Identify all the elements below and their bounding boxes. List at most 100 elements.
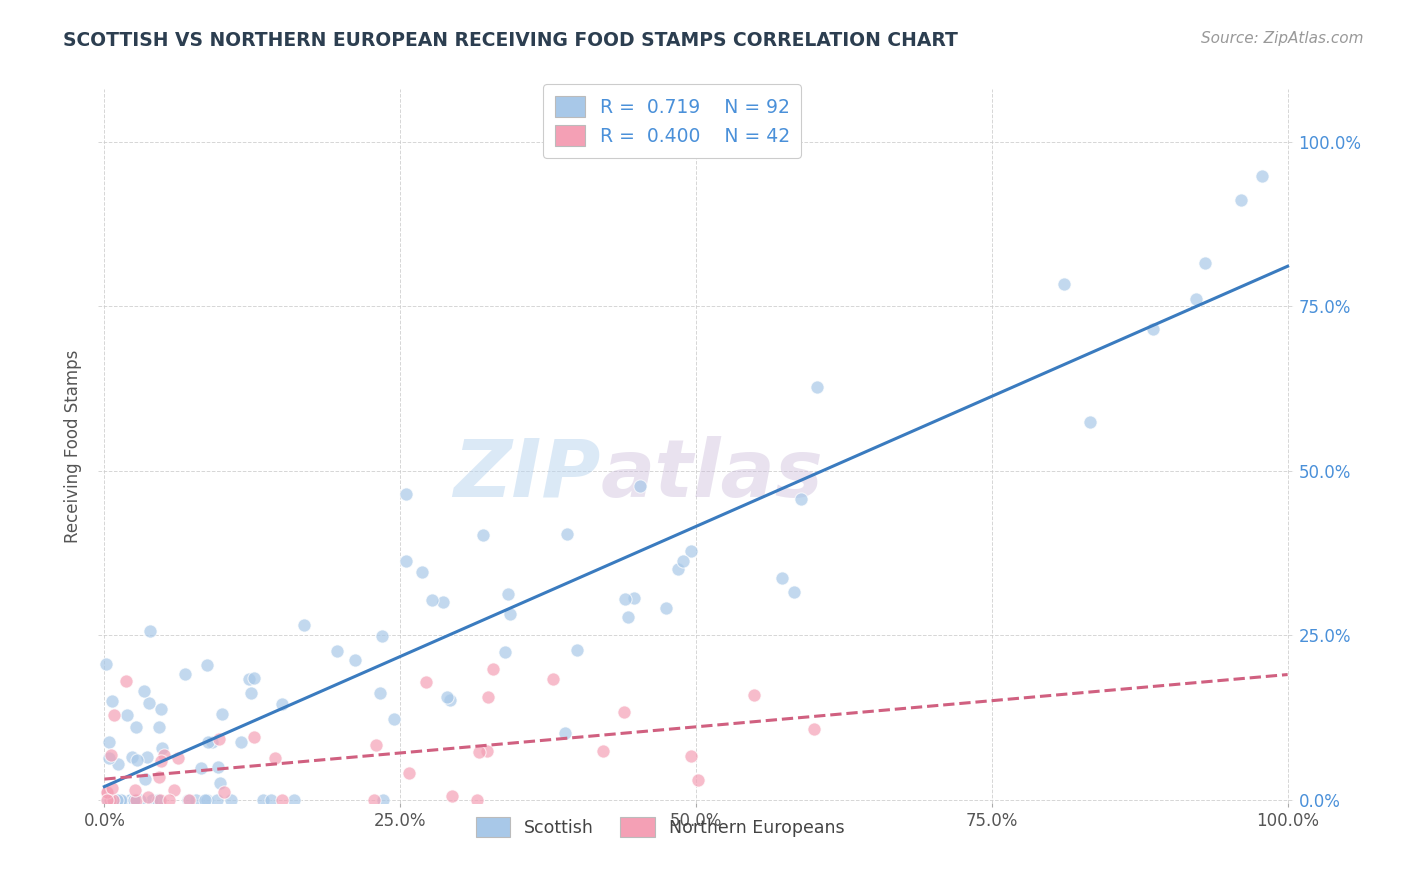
Point <box>101 781 124 796</box>
Point <box>623 591 645 606</box>
Point <box>1142 322 1164 336</box>
Point <box>97 792 120 806</box>
Point <box>110 792 132 806</box>
Point <box>243 731 266 745</box>
Point <box>146 792 169 806</box>
Point <box>194 792 217 806</box>
Point <box>153 748 176 763</box>
Point <box>211 706 233 721</box>
Point <box>343 652 366 666</box>
Point <box>125 754 148 768</box>
Point <box>197 734 219 748</box>
Point <box>219 792 242 806</box>
Text: ZIP: ZIP <box>453 435 600 514</box>
Point <box>120 792 142 806</box>
Point <box>326 644 349 658</box>
Point <box>105 792 128 806</box>
Point <box>231 735 253 749</box>
Point <box>136 790 159 805</box>
Point <box>138 696 160 710</box>
Point <box>101 693 124 707</box>
Point <box>260 792 283 806</box>
Point <box>394 554 416 568</box>
Point <box>398 765 420 780</box>
Point <box>790 491 813 506</box>
Point <box>190 761 212 775</box>
Point <box>238 672 260 686</box>
Point <box>205 792 228 806</box>
Point <box>541 673 564 687</box>
Point <box>1251 169 1274 184</box>
Text: SCOTTISH VS NORTHERN EUROPEAN RECEIVING FOOD STAMPS CORRELATION CHART: SCOTTISH VS NORTHERN EUROPEAN RECEIVING … <box>63 31 957 50</box>
Point <box>477 690 499 704</box>
Point <box>465 792 488 806</box>
Point <box>124 783 146 797</box>
Point <box>149 792 172 806</box>
Point <box>471 527 494 541</box>
Point <box>477 744 499 758</box>
Point <box>382 712 405 726</box>
Y-axis label: Receiving Food Stamps: Receiving Food Stamps <box>65 350 83 542</box>
Point <box>97 735 120 749</box>
Point <box>115 707 138 722</box>
Point <box>628 479 651 493</box>
Point <box>368 686 391 700</box>
Point <box>655 600 678 615</box>
Point <box>240 685 263 699</box>
Point <box>439 693 461 707</box>
Point <box>195 658 218 673</box>
Point <box>432 595 454 609</box>
Point <box>770 571 793 585</box>
Point <box>263 751 285 765</box>
Point <box>110 792 132 806</box>
Point <box>440 789 463 804</box>
Point <box>107 757 129 772</box>
Point <box>114 674 136 689</box>
Point <box>366 738 388 752</box>
Point <box>468 745 491 759</box>
Point <box>121 750 143 764</box>
Point <box>420 593 443 607</box>
Point <box>208 775 231 789</box>
Point <box>499 607 522 621</box>
Point <box>94 657 117 671</box>
Point <box>173 666 195 681</box>
Point <box>134 772 156 787</box>
Point <box>166 751 188 765</box>
Point <box>567 643 589 657</box>
Text: atlas: atlas <box>600 435 823 514</box>
Point <box>614 591 637 606</box>
Point <box>482 661 505 675</box>
Text: Source: ZipAtlas.com: Source: ZipAtlas.com <box>1201 31 1364 46</box>
Point <box>141 792 163 806</box>
Point <box>149 702 172 716</box>
Point <box>186 792 208 806</box>
Point <box>554 725 576 739</box>
Point <box>363 792 385 806</box>
Point <box>132 684 155 698</box>
Point <box>122 792 145 806</box>
Point <box>496 587 519 601</box>
Point <box>1078 416 1101 430</box>
Point <box>201 734 224 748</box>
Point <box>283 792 305 806</box>
Point <box>270 792 292 806</box>
Point <box>96 784 118 798</box>
Point <box>125 720 148 734</box>
Point <box>148 770 170 784</box>
Point <box>679 748 702 763</box>
Point <box>150 754 173 768</box>
Point <box>96 786 118 800</box>
Point <box>98 792 121 806</box>
Point <box>177 792 200 806</box>
Point <box>806 380 828 394</box>
Point <box>803 722 825 736</box>
Point <box>139 624 162 638</box>
Point <box>208 732 231 747</box>
Point <box>103 707 125 722</box>
Point <box>157 792 180 806</box>
Point <box>100 747 122 762</box>
Point <box>436 690 458 704</box>
Point <box>124 792 146 806</box>
Point <box>371 792 394 806</box>
